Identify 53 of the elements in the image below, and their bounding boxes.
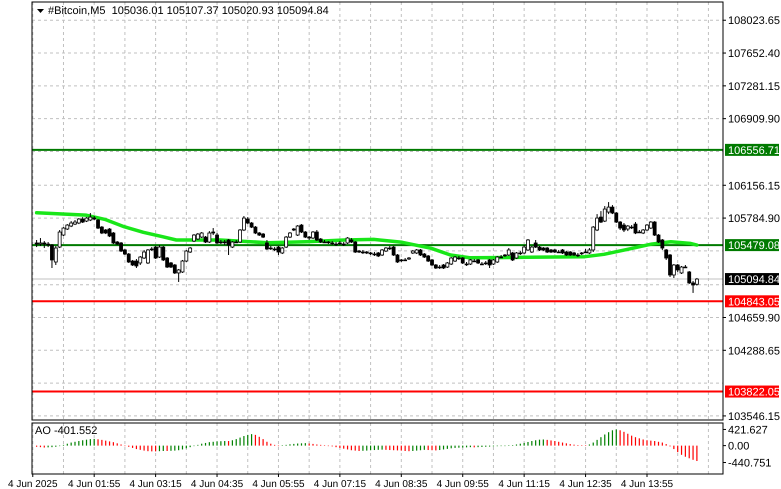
- y-tick-label: 105784.90: [728, 213, 780, 226]
- candlestick: [207, 230, 212, 244]
- y-tick-label: 107281.15: [728, 80, 780, 93]
- y-tick-label: 0.00: [728, 440, 750, 453]
- ref-line-label: 106556.71: [728, 144, 780, 157]
- x-tick-label: 4 Jun 03:15: [129, 479, 182, 489]
- x-tick-label: 4 Jun 01:55: [68, 479, 121, 489]
- candlestick: [96, 218, 100, 230]
- candlestick: [634, 222, 638, 235]
- candlestick: [488, 258, 492, 268]
- candlestick: [134, 258, 138, 268]
- x-tick-label: 4 Jun 11:15: [498, 479, 550, 489]
- candlestick: [296, 224, 300, 237]
- candlestick: [314, 230, 319, 242]
- x-tick-label: 4 Jun 12:35: [559, 479, 612, 489]
- candlestick: [126, 252, 131, 264]
- y-tick-label: 106909.90: [728, 114, 780, 126]
- x-tick-label: 4 Jun 04:35: [190, 479, 244, 489]
- candlestick: [50, 244, 54, 268]
- candlestick: [119, 242, 123, 253]
- candlestick: [111, 232, 116, 245]
- chart-title: AO -401.552: [35, 425, 98, 437]
- ref-line-label: 103822.05: [728, 386, 780, 399]
- x-tick-label: 4 Jun 09:55: [436, 479, 490, 489]
- chart-title: #Bitcoin,M5 105036.01 105107.37 105020.93 105094.84: [48, 5, 329, 17]
- candlestick: [353, 240, 358, 254]
- ref-line-label: 105094.84: [728, 274, 780, 286]
- candlestick: [526, 238, 530, 252]
- candlestick: [265, 239, 269, 250]
- line-series: [34, 211, 699, 260]
- ref-line-label: 105479.08: [728, 240, 780, 252]
- candlestick: [154, 245, 158, 260]
- y-tick-label: 104659.90: [728, 312, 780, 324]
- candlestick: [158, 244, 162, 259]
- y-tick-label: -440.751: [728, 458, 772, 470]
- x-tick-label: 4 Jun 07:15: [314, 479, 366, 489]
- candlestick: [226, 238, 230, 256]
- candlestick: [146, 248, 150, 265]
- y-tick-label: 103546.15: [728, 410, 780, 423]
- candlestick: [510, 252, 515, 262]
- y-tick-label: 104288.65: [728, 345, 780, 358]
- candlestick: [276, 245, 280, 256]
- y-tick-label: 421.627: [728, 424, 768, 436]
- ref-line-label: 104843.05: [728, 296, 780, 308]
- candlestick: [602, 206, 607, 223]
- x-tick-label: 4 Jun 05:55: [252, 479, 306, 489]
- y-tick-label: 108023.65: [728, 15, 780, 28]
- x-tick-label: 4 Jun 13:55: [620, 479, 674, 489]
- candlestick: [622, 222, 626, 233]
- x-tick-label: 4 Jun 2025: [8, 479, 58, 489]
- y-tick-label: 106156.15: [728, 180, 780, 192]
- y-tick-label: 107652.40: [728, 48, 780, 60]
- x-tick-label: 4 Jun 08:35: [375, 479, 428, 489]
